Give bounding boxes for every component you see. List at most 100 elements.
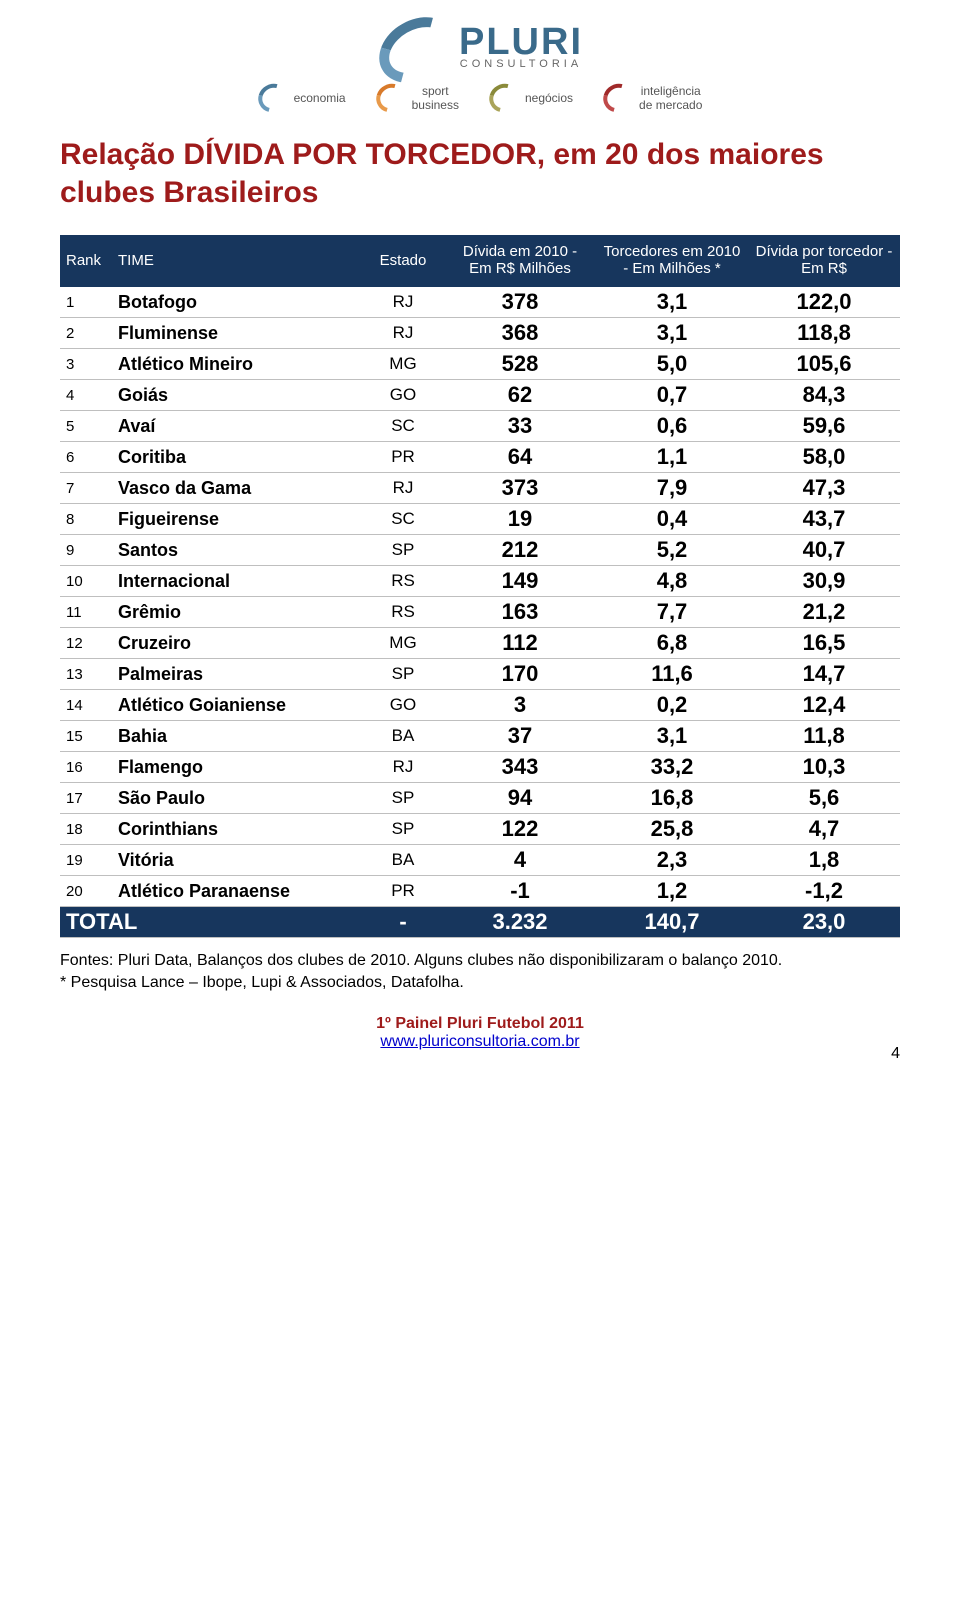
cell-time: Atlético Mineiro — [112, 349, 362, 380]
total-dpt: 23,0 — [748, 907, 900, 938]
cell-rank: 5 — [60, 411, 112, 442]
swoosh-red-icon — [598, 78, 638, 117]
cell-time: Corinthians — [112, 814, 362, 845]
cell-estado: MG — [362, 628, 444, 659]
cell-dpt: 16,5 — [748, 628, 900, 659]
cell-rank: 16 — [60, 752, 112, 783]
cell-dpt: 118,8 — [748, 318, 900, 349]
cell-dpt: 58,0 — [748, 442, 900, 473]
cell-time: Cruzeiro — [112, 628, 362, 659]
col-estado: Estado — [362, 235, 444, 286]
sub-logo-line1: sport — [422, 84, 449, 98]
cell-time: Atlético Goianiense — [112, 690, 362, 721]
cell-estado: RJ — [362, 286, 444, 318]
cell-rank: 4 — [60, 380, 112, 411]
cell-divida: 343 — [444, 752, 596, 783]
col-divida: Dívida em 2010 - Em R$ Milhões — [444, 235, 596, 286]
cell-rank: 1 — [60, 286, 112, 318]
table-row: 11GrêmioRS1637,721,2 — [60, 597, 900, 628]
table-row: 10InternacionalRS1494,830,9 — [60, 566, 900, 597]
cell-rank: 13 — [60, 659, 112, 690]
cell-estado: SC — [362, 411, 444, 442]
cell-estado: PR — [362, 876, 444, 907]
cell-torc: 0,4 — [596, 504, 748, 535]
cell-dpt: 43,7 — [748, 504, 900, 535]
table-total-row: TOTAL-3.232140,723,0 — [60, 907, 900, 938]
cell-divida: 3 — [444, 690, 596, 721]
cell-torc: 1,2 — [596, 876, 748, 907]
cell-divida: 112 — [444, 628, 596, 659]
cell-rank: 7 — [60, 473, 112, 504]
cell-rank: 10 — [60, 566, 112, 597]
table-row: 1BotafogoRJ3783,1122,0 — [60, 286, 900, 318]
cell-estado: GO — [362, 690, 444, 721]
cell-rank: 6 — [60, 442, 112, 473]
cell-rank: 20 — [60, 876, 112, 907]
cell-time: Goiás — [112, 380, 362, 411]
cell-torc: 5,0 — [596, 349, 748, 380]
table-row: 13PalmeirasSP17011,614,7 — [60, 659, 900, 690]
main-logo: PLURI CONSULTORIA — [377, 20, 583, 70]
table-body: 1BotafogoRJ3783,1122,02FluminenseRJ3683,… — [60, 286, 900, 938]
page-title: Relação DÍVIDA POR TORCEDOR, em 20 dos m… — [60, 136, 900, 211]
cell-estado: SP — [362, 535, 444, 566]
cell-torc: 25,8 — [596, 814, 748, 845]
sub-logo-line2: business — [412, 98, 459, 112]
sub-logo-negocios: negócios — [489, 84, 573, 112]
cell-time: Atlético Paranaense — [112, 876, 362, 907]
cell-rank: 11 — [60, 597, 112, 628]
sub-logo-label: inteligência de mercado — [639, 84, 702, 112]
cell-rank: 8 — [60, 504, 112, 535]
sub-logo-label: negócios — [525, 91, 573, 105]
table-row: 8FigueirenseSC190,443,7 — [60, 504, 900, 535]
cell-time: Internacional — [112, 566, 362, 597]
cell-rank: 12 — [60, 628, 112, 659]
cell-divida: 149 — [444, 566, 596, 597]
footnote: Fontes: Pluri Data, Balanços dos clubes … — [60, 950, 900, 993]
cell-estado: GO — [362, 380, 444, 411]
cell-time: São Paulo — [112, 783, 362, 814]
cell-rank: 17 — [60, 783, 112, 814]
cell-estado: RJ — [362, 473, 444, 504]
cell-time: Botafogo — [112, 286, 362, 318]
cell-torc: 6,8 — [596, 628, 748, 659]
cell-divida: 163 — [444, 597, 596, 628]
cell-divida: 212 — [444, 535, 596, 566]
swoosh-olive-icon — [484, 78, 524, 117]
cell-dpt: 105,6 — [748, 349, 900, 380]
cell-estado: RS — [362, 566, 444, 597]
cell-torc: 7,7 — [596, 597, 748, 628]
sub-logo-economia: economia — [258, 84, 346, 112]
cell-divida: -1 — [444, 876, 596, 907]
cell-torc: 0,6 — [596, 411, 748, 442]
footer-link[interactable]: www.pluriconsultoria.com.br — [380, 1033, 579, 1050]
cell-torc: 3,1 — [596, 721, 748, 752]
sub-logo-label: sport business — [412, 84, 459, 112]
cell-divida: 528 — [444, 349, 596, 380]
cell-dpt: 30,9 — [748, 566, 900, 597]
table-row: 4GoiásGO620,784,3 — [60, 380, 900, 411]
cell-dpt: 84,3 — [748, 380, 900, 411]
cell-rank: 9 — [60, 535, 112, 566]
cell-torc: 3,1 — [596, 318, 748, 349]
table-row: 12CruzeiroMG1126,816,5 — [60, 628, 900, 659]
cell-dpt: 122,0 — [748, 286, 900, 318]
cell-dpt: 1,8 — [748, 845, 900, 876]
cell-torc: 7,9 — [596, 473, 748, 504]
table-row: 17São PauloSP9416,85,6 — [60, 783, 900, 814]
cell-divida: 19 — [444, 504, 596, 535]
cell-estado: SP — [362, 814, 444, 845]
cell-torc: 5,2 — [596, 535, 748, 566]
cell-dpt: 12,4 — [748, 690, 900, 721]
cell-time: Palmeiras — [112, 659, 362, 690]
cell-time: Avaí — [112, 411, 362, 442]
cell-divida: 37 — [444, 721, 596, 752]
cell-divida: 4 — [444, 845, 596, 876]
table-row: 2FluminenseRJ3683,1118,8 — [60, 318, 900, 349]
cell-dpt: 11,8 — [748, 721, 900, 752]
cell-time: Coritiba — [112, 442, 362, 473]
cell-divida: 368 — [444, 318, 596, 349]
sub-logo-inteligencia: inteligência de mercado — [603, 84, 702, 112]
cell-dpt: -1,2 — [748, 876, 900, 907]
cell-estado: BA — [362, 845, 444, 876]
